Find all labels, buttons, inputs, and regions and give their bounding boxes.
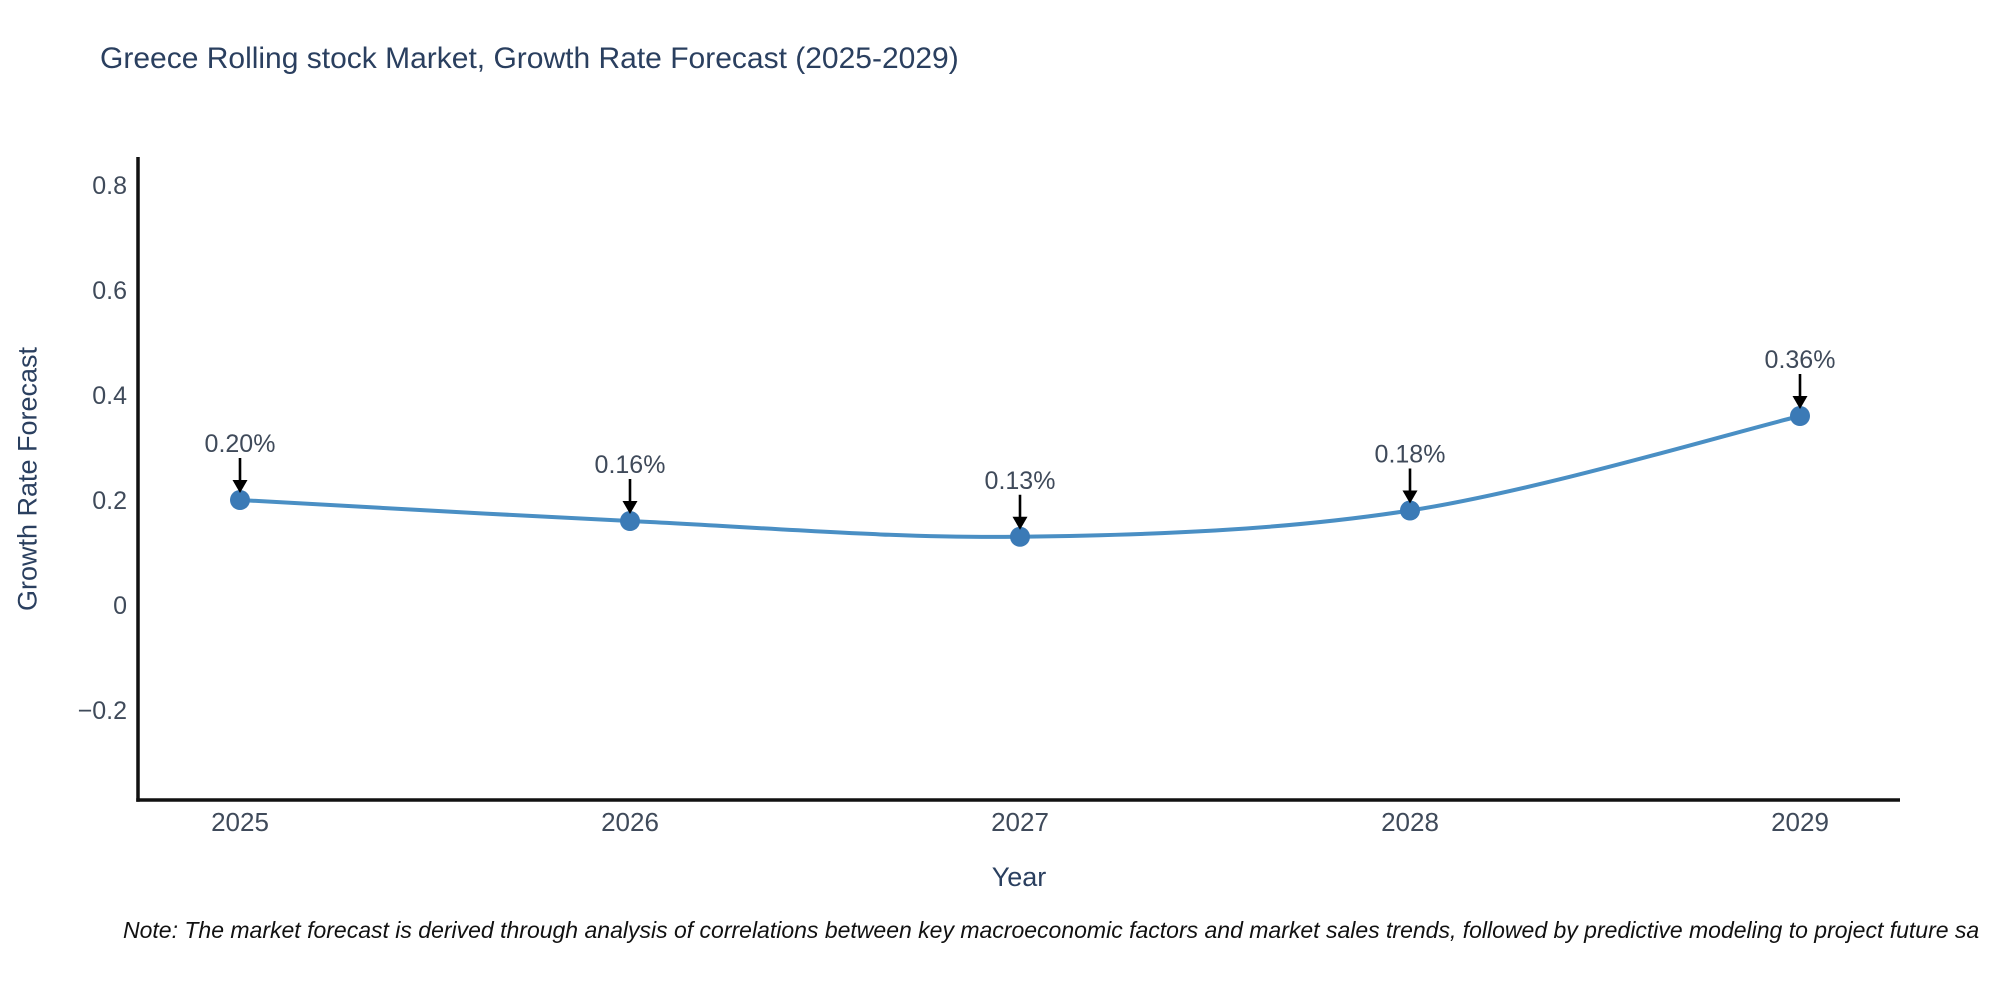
x-axis-title: Year — [991, 862, 1047, 892]
annotation-label: 0.20% — [205, 430, 276, 458]
x-tick-label: 2027 — [991, 807, 1049, 837]
y-tick-label: 0 — [113, 592, 127, 620]
annotation-label: 0.13% — [985, 467, 1056, 495]
annotation-arrowhead — [1792, 396, 1808, 409]
annotation-arrowhead — [1012, 516, 1028, 530]
annotation-label: 0.18% — [1375, 441, 1446, 469]
y-axis-title: Growth Rate Forecast — [12, 346, 43, 612]
data-point — [1790, 406, 1810, 426]
annotation-label: 0.16% — [595, 451, 666, 479]
y-tick-label: 0.6 — [92, 277, 127, 305]
y-tick-label: 0.4 — [92, 382, 127, 410]
x-tick-label: 2029 — [1771, 807, 1829, 837]
x-tick-label: 2028 — [1381, 807, 1439, 837]
x-tick-label: 2026 — [601, 807, 659, 837]
chart-title: Greece Rolling stock Market, Growth Rate… — [100, 42, 959, 75]
data-point — [230, 490, 250, 510]
annotation-arrowhead — [232, 480, 248, 493]
y-tick-label: 0.8 — [92, 172, 127, 200]
annotation-arrowhead — [1402, 490, 1418, 504]
data-point — [1400, 500, 1420, 521]
annotation-arrowhead — [622, 501, 638, 514]
y-tick-label: 0.2 — [92, 487, 127, 515]
data-point — [1010, 526, 1030, 547]
data-point — [620, 511, 640, 531]
x-tick-label: 2025 — [211, 807, 269, 837]
y-tick-label: −0.2 — [78, 697, 127, 725]
annotation-label: 0.36% — [1765, 346, 1836, 374]
footnote: Note: The market forecast is derived thr… — [123, 917, 1980, 943]
